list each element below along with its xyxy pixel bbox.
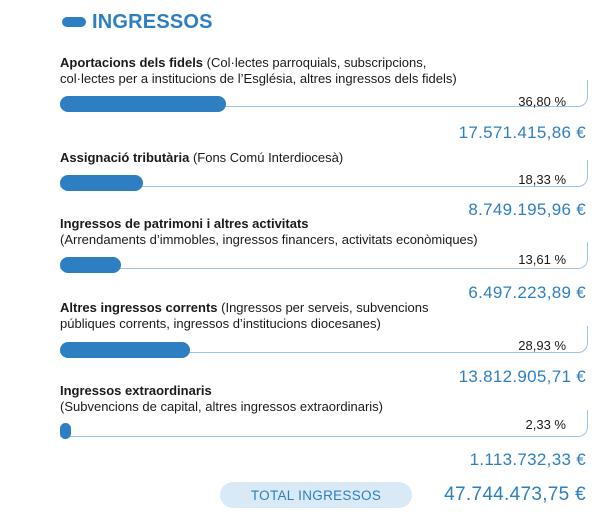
amount-value: 13.812.905,71 €	[458, 367, 586, 386]
item-title: Ingressos extraordinaris	[60, 383, 212, 398]
percent-label: 28,93 %	[518, 338, 566, 353]
percent-label: 13,61 %	[518, 252, 566, 267]
item-description: (Ingressos per serveis, subvencions	[221, 300, 429, 315]
item-text: Ingressos extraordinaris (Subvencions de…	[60, 383, 510, 415]
section-title: INGRESSOS	[92, 10, 213, 33]
item-description: (Subvencions de capital, altres ingresso…	[60, 399, 383, 414]
section-header: INGRESSOS	[62, 6, 213, 38]
item-frame	[60, 160, 588, 187]
progress-bar-fill	[60, 342, 190, 358]
progress-bar-fill	[60, 96, 226, 112]
item-title: Ingressos de patrimoni i altres activita…	[60, 216, 309, 231]
item-description: (Arrendaments d’immobles, ingressos fina…	[60, 232, 478, 247]
item-text: Ingressos de patrimoni i altres activita…	[60, 216, 510, 248]
item-frame	[60, 80, 588, 107]
progress-bar-fill	[60, 175, 143, 191]
item-frame	[60, 410, 588, 437]
percent-label: 2,33 %	[525, 417, 566, 432]
progress-bar	[60, 257, 511, 273]
progress-bar-fill	[60, 423, 71, 439]
item-text: Aportacions dels fidels (Col·lectes parr…	[60, 55, 510, 87]
item-frame	[60, 326, 588, 353]
percent-label: 18,33 %	[518, 172, 566, 187]
progress-bar	[60, 96, 511, 112]
item-description: (Col·lectes parroquials, subscripcions,	[206, 55, 427, 70]
item-description: (Fons Comú Interdiocesà)	[192, 150, 344, 165]
progress-bar	[60, 423, 511, 439]
item-frame	[60, 242, 588, 269]
percent-label: 36,80 %	[518, 94, 566, 109]
total-amount: 47.744.473,75 €	[444, 484, 586, 505]
amount-value: 17.571.415,86 €	[458, 123, 586, 142]
item-title: Assignació tributària	[60, 150, 190, 165]
item-text: Altres ingressos corrents (Ingressos per…	[60, 300, 510, 332]
amount-value: 6.497.223,89 €	[468, 283, 586, 302]
item-title: Altres ingressos corrents	[60, 300, 218, 315]
total-label: TOTAL INGRESSOS	[250, 487, 382, 503]
item-description-cont: col·lectes per a institucions de l’Esglé…	[60, 71, 457, 86]
amount-value: 1.113.732,33 €	[469, 450, 586, 469]
amount-value: 8.749.195,96 €	[468, 200, 586, 219]
item-title: Aportacions dels fidels	[60, 55, 204, 70]
progress-bar	[60, 342, 511, 358]
total-label-pill: TOTAL INGRESSOS	[220, 482, 412, 508]
item-description-cont: públiques corrents, ingressos d’instituc…	[60, 316, 381, 331]
header-accent-bar	[62, 17, 86, 27]
progress-bar-fill	[60, 257, 121, 273]
item-text: Assignació tributària (Fons Comú Interdi…	[60, 150, 510, 166]
progress-bar	[60, 175, 511, 191]
